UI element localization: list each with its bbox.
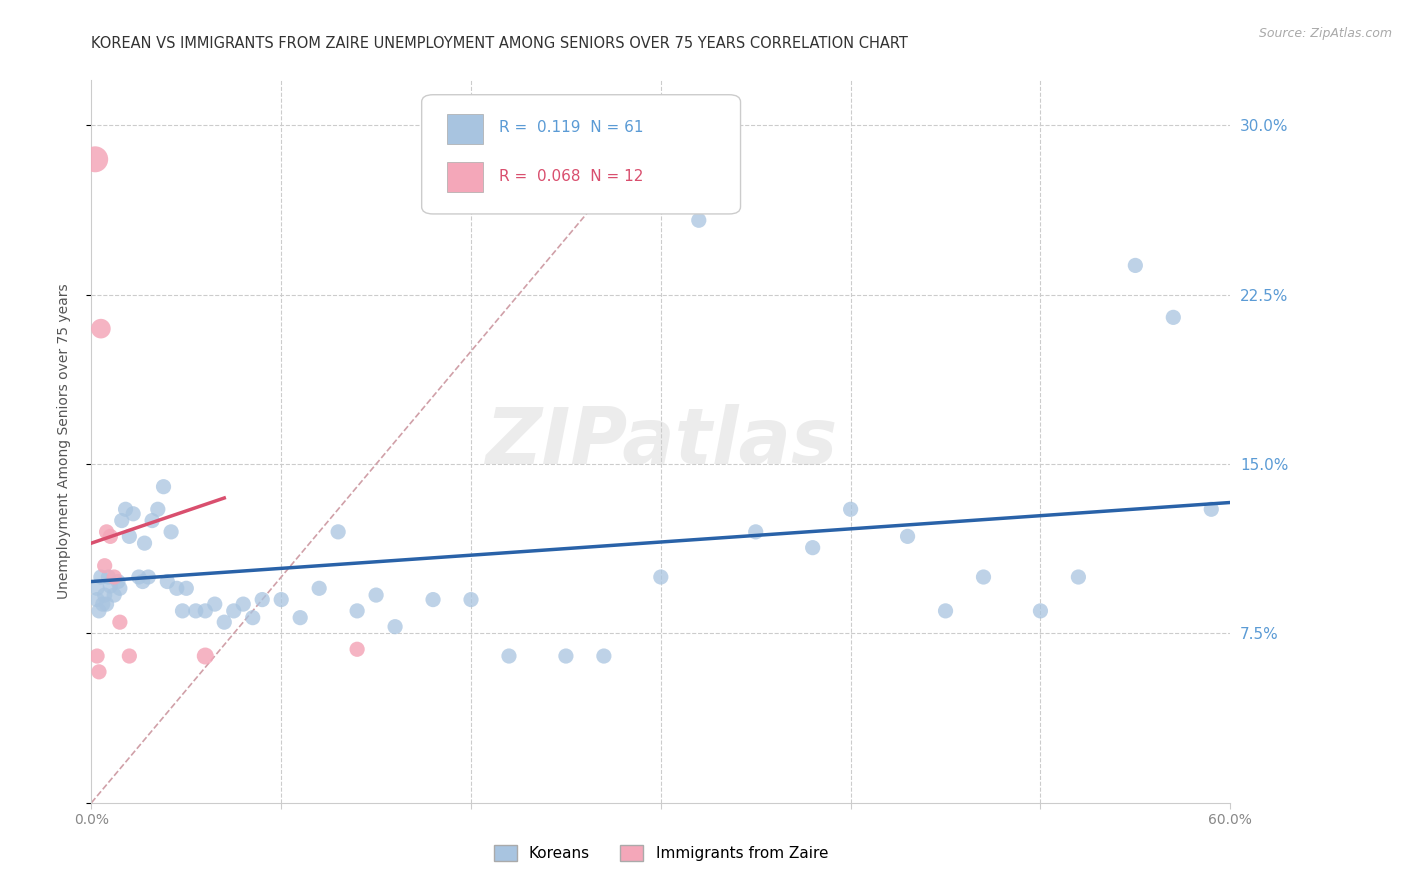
Point xyxy=(422,592,444,607)
Point xyxy=(84,153,107,167)
Point xyxy=(107,574,129,589)
Text: R =  0.068  N = 12: R = 0.068 N = 12 xyxy=(499,169,644,184)
Point xyxy=(194,604,217,618)
Point xyxy=(1029,604,1052,618)
Point xyxy=(90,570,112,584)
Text: ZIPatlas: ZIPatlas xyxy=(485,403,837,480)
Point xyxy=(98,579,121,593)
Point xyxy=(498,648,520,663)
Point xyxy=(326,524,349,539)
Text: R =  0.119  N = 61: R = 0.119 N = 61 xyxy=(499,120,644,136)
Point xyxy=(138,570,160,584)
Point xyxy=(93,558,115,573)
Point xyxy=(1161,310,1184,325)
Point xyxy=(93,588,115,602)
Point xyxy=(98,529,121,543)
Point xyxy=(86,648,108,663)
Point xyxy=(346,604,368,618)
Point xyxy=(146,502,169,516)
Point xyxy=(86,592,108,607)
Point xyxy=(103,570,125,584)
Legend: Koreans, Immigrants from Zaire: Koreans, Immigrants from Zaire xyxy=(488,839,834,867)
Point xyxy=(897,529,920,543)
Point xyxy=(384,620,406,634)
Point xyxy=(174,582,197,596)
Point xyxy=(96,524,118,539)
Point xyxy=(134,536,156,550)
Point xyxy=(97,570,120,584)
Point xyxy=(934,604,956,618)
Point xyxy=(839,502,862,516)
Point xyxy=(745,524,768,539)
Point xyxy=(166,582,188,596)
Point xyxy=(972,570,994,584)
Point xyxy=(1125,259,1147,273)
Point xyxy=(114,502,136,516)
Point xyxy=(290,610,312,624)
Text: KOREAN VS IMMIGRANTS FROM ZAIRE UNEMPLOYMENT AMONG SENIORS OVER 75 YEARS CORRELA: KOREAN VS IMMIGRANTS FROM ZAIRE UNEMPLOY… xyxy=(91,36,908,51)
Point xyxy=(118,529,141,543)
Point xyxy=(87,604,110,618)
Point xyxy=(1067,570,1090,584)
Point xyxy=(111,514,134,528)
Point xyxy=(364,588,387,602)
Point xyxy=(90,321,112,335)
Point xyxy=(96,597,118,611)
Point xyxy=(86,582,108,596)
Point xyxy=(650,570,672,584)
Text: Source: ZipAtlas.com: Source: ZipAtlas.com xyxy=(1258,27,1392,40)
Point xyxy=(593,648,616,663)
FancyBboxPatch shape xyxy=(447,162,484,193)
Point xyxy=(172,604,194,618)
Point xyxy=(308,582,330,596)
Point xyxy=(232,597,254,611)
Point xyxy=(108,615,131,630)
Point xyxy=(141,514,163,528)
Point xyxy=(128,570,150,584)
Point xyxy=(91,597,114,611)
Y-axis label: Unemployment Among Seniors over 75 years: Unemployment Among Seniors over 75 years xyxy=(56,284,70,599)
Point xyxy=(250,592,273,607)
Point xyxy=(184,604,207,618)
FancyBboxPatch shape xyxy=(422,95,741,214)
Point xyxy=(242,610,264,624)
Point xyxy=(346,642,368,657)
Point xyxy=(118,648,141,663)
Point xyxy=(194,648,217,663)
Point xyxy=(554,648,576,663)
Point xyxy=(160,524,183,539)
Point xyxy=(222,604,245,618)
Point xyxy=(152,480,174,494)
Point xyxy=(460,592,482,607)
FancyBboxPatch shape xyxy=(447,113,484,144)
Point xyxy=(801,541,824,555)
Point xyxy=(214,615,236,630)
Point xyxy=(688,213,710,227)
Point xyxy=(270,592,292,607)
Point xyxy=(204,597,226,611)
Point xyxy=(108,582,131,596)
Point xyxy=(87,665,110,679)
Point xyxy=(131,574,153,589)
Point xyxy=(122,507,145,521)
Point xyxy=(1201,502,1223,516)
Point xyxy=(103,588,125,602)
Point xyxy=(156,574,179,589)
